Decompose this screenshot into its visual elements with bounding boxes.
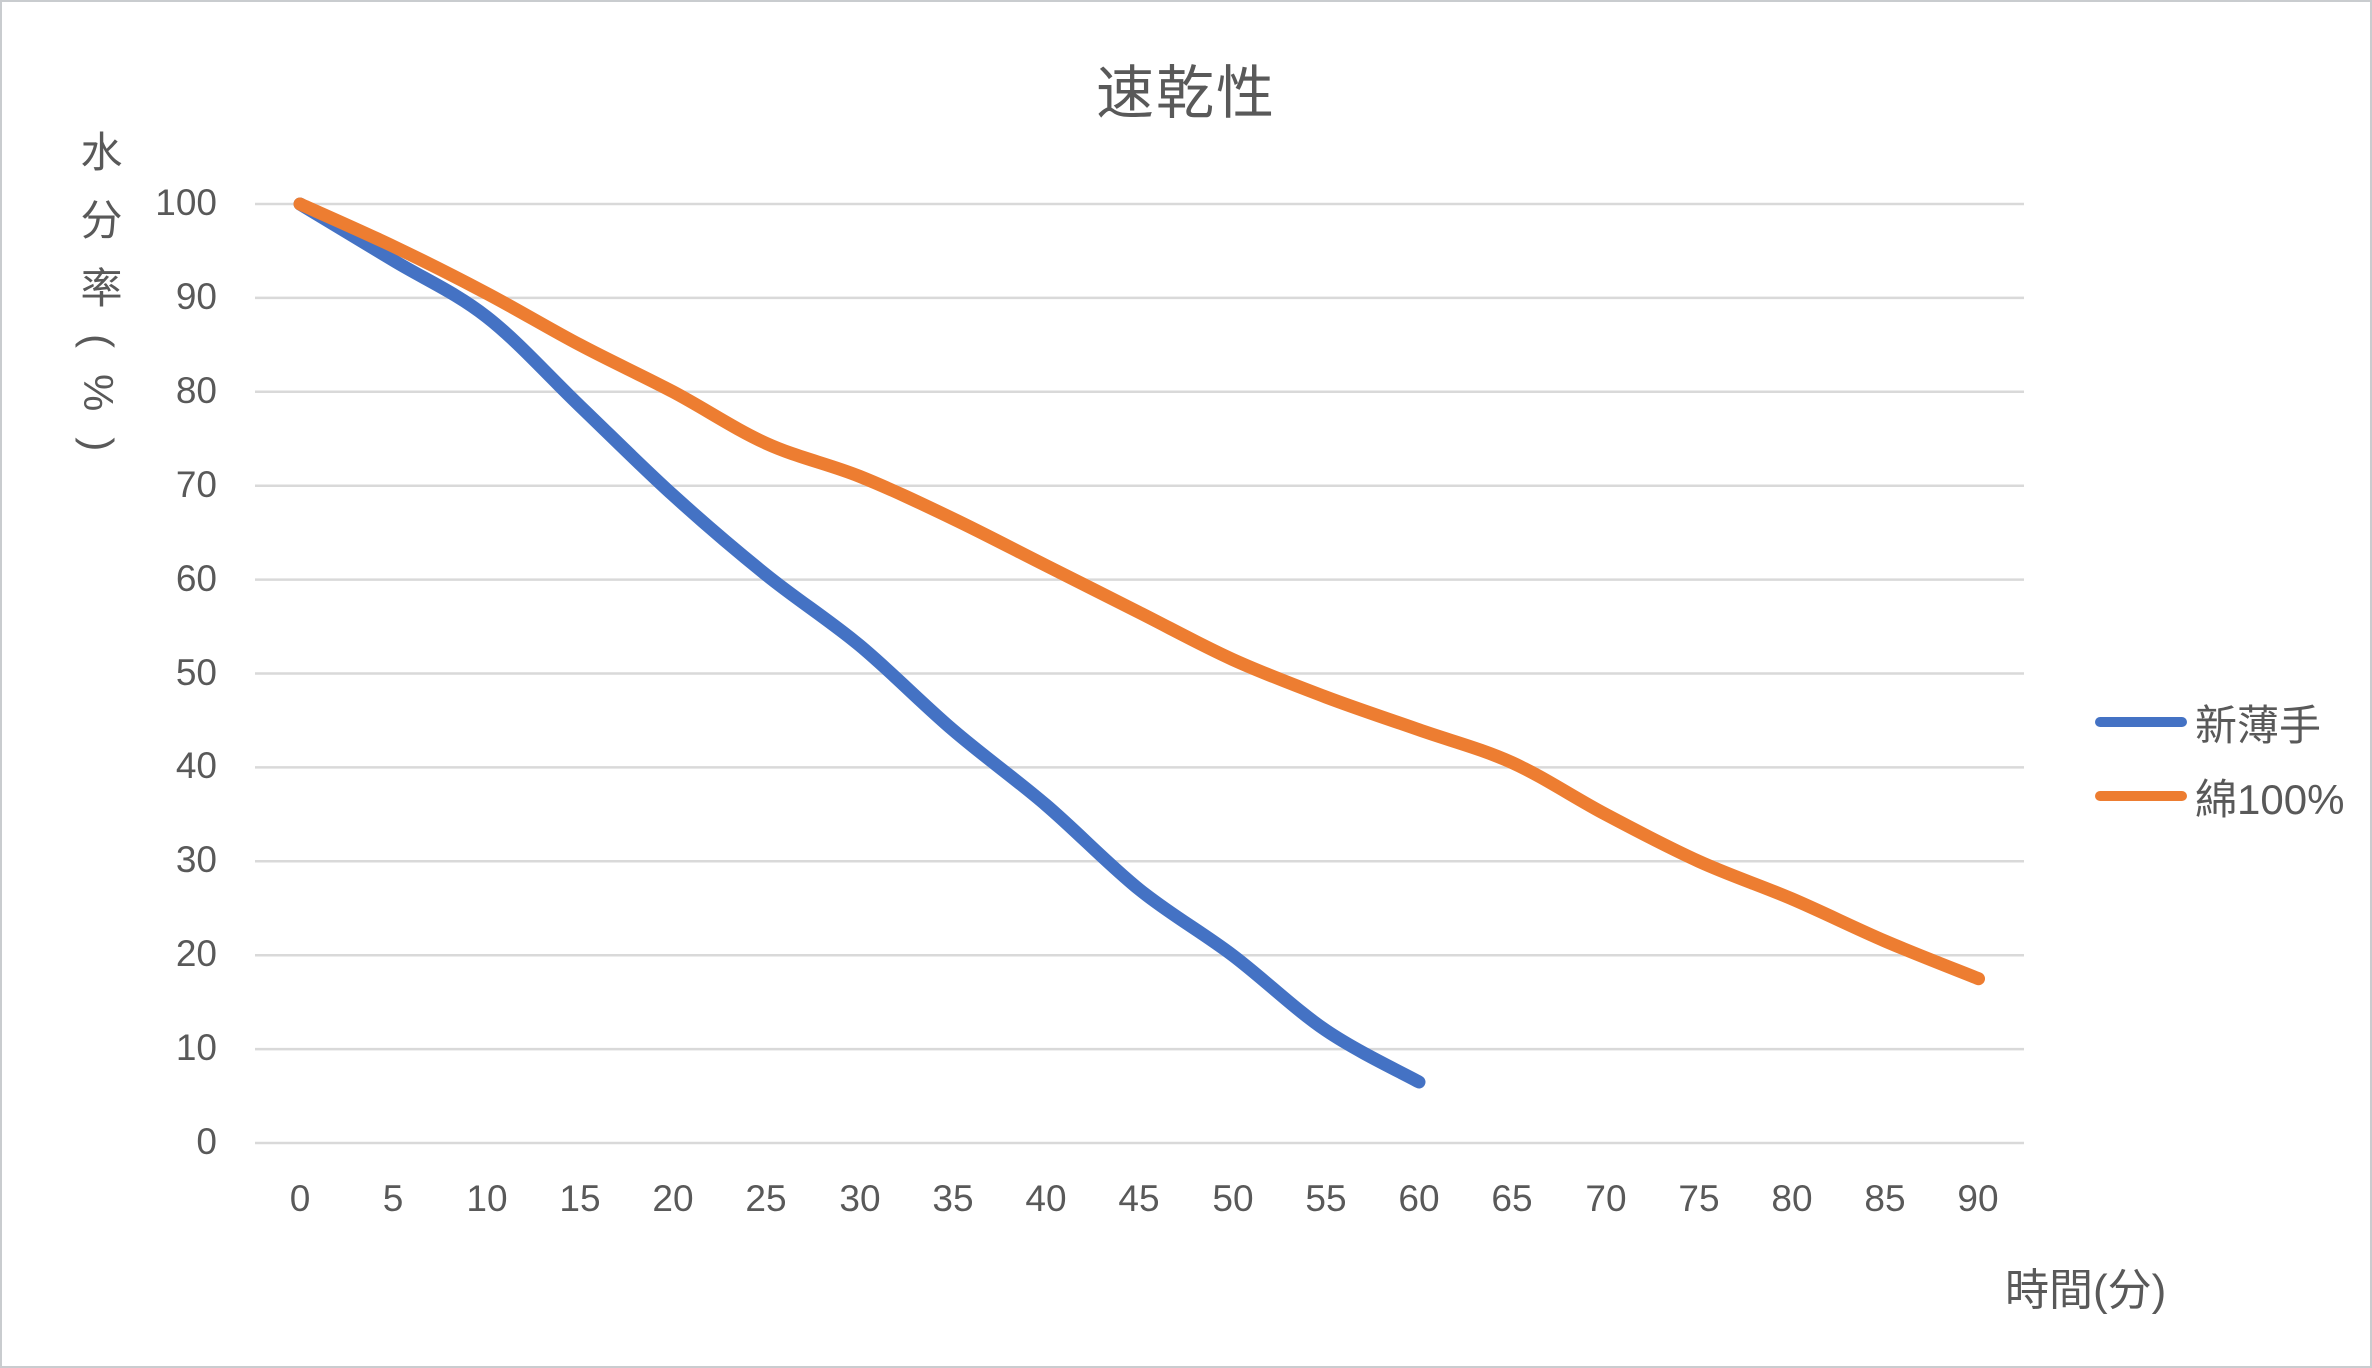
gridlines [255, 202, 2024, 1145]
line-series-1 [293, 197, 1985, 986]
x-tick-label-75: 75 [1678, 1178, 1720, 1219]
x-tick-label-20: 20 [652, 1178, 694, 1219]
legend-label-1: 綿100% [2195, 775, 2345, 823]
y-tick-label-10: 10 [175, 1027, 217, 1068]
chart-title: 速乾性 [1095, 61, 1276, 126]
y-tick-label-80: 80 [175, 370, 217, 411]
y-axis-title: 水分率(%) [75, 130, 122, 478]
x-tick-label-55: 55 [1305, 1178, 1347, 1219]
x-tick-label-85: 85 [1864, 1178, 1906, 1219]
line-series-0 [293, 197, 1426, 1089]
x-tick-label-60: 60 [1398, 1178, 1440, 1219]
y-tick-label-50: 50 [175, 652, 217, 693]
y-tick-label-100: 100 [155, 182, 217, 223]
y-tick-label-40: 40 [175, 745, 217, 786]
legend-item-1: 綿100% [2095, 770, 2344, 823]
y-tick-label-0: 0 [196, 1121, 217, 1162]
x-tick-label-80: 80 [1771, 1178, 1813, 1219]
y-tick-label-90: 90 [175, 276, 217, 317]
y-tick-label-60: 60 [175, 558, 217, 599]
x-tick-label-35: 35 [932, 1178, 974, 1219]
x-tick-label-90: 90 [1957, 1178, 1999, 1219]
x-tick-label-40: 40 [1025, 1178, 1067, 1219]
x-axis-title: 時間(分) [2005, 1266, 2167, 1315]
y-tick-label-20: 20 [175, 933, 217, 974]
legend-label-0: 新薄手 [2195, 701, 2322, 749]
x-tick-label-50: 50 [1212, 1178, 1254, 1219]
legend-item-0: 新薄手 [2095, 696, 2344, 749]
legend-line-swatch-0 [2095, 717, 2187, 727]
x-tick-label-65: 65 [1491, 1178, 1533, 1219]
legend: 新薄手綿100% [2095, 696, 2344, 823]
x-tick-label-10: 10 [466, 1178, 508, 1219]
x-tick-label-70: 70 [1585, 1178, 1627, 1219]
y-tick-label-70: 70 [175, 464, 217, 505]
series-lines [293, 197, 1985, 1089]
x-tick-label-5: 5 [382, 1178, 404, 1219]
y-tick-label-30: 30 [175, 839, 217, 880]
x-tick-label-25: 25 [745, 1178, 787, 1219]
x-tick-label-15: 15 [559, 1178, 601, 1219]
x-tick-label-45: 45 [1118, 1178, 1160, 1219]
x-tick-label-0: 0 [289, 1178, 311, 1219]
x-tick-label-30: 30 [839, 1178, 881, 1219]
legend-line-swatch-1 [2095, 791, 2187, 801]
